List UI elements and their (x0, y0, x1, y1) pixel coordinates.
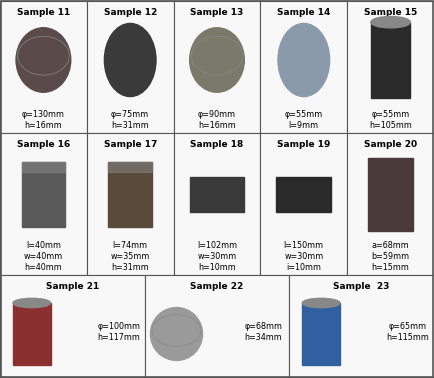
Text: Sample 17: Sample 17 (104, 140, 157, 149)
Bar (302, 303, 340, 365)
Ellipse shape (151, 308, 203, 361)
Text: Sample 12: Sample 12 (104, 8, 157, 17)
Bar (368, 158, 413, 231)
Text: l=40mm
w=40mm
h=40mm: l=40mm w=40mm h=40mm (24, 241, 63, 272)
Bar (174, 1, 260, 133)
Bar (0, 275, 145, 377)
Bar (190, 177, 244, 212)
Text: φ=75mm
h=31mm: φ=75mm h=31mm (111, 110, 149, 130)
Bar (347, 133, 434, 275)
Bar (260, 1, 347, 133)
Bar (0, 1, 87, 133)
Text: Sample  23: Sample 23 (333, 282, 390, 291)
Bar (371, 22, 410, 98)
Bar (108, 162, 152, 227)
Ellipse shape (371, 17, 411, 28)
Bar (87, 133, 174, 275)
Text: Sample 15: Sample 15 (364, 8, 417, 17)
Text: l=150mm
w=30mm
i=10mm: l=150mm w=30mm i=10mm (284, 241, 324, 272)
Text: Sample 11: Sample 11 (17, 8, 70, 17)
Ellipse shape (278, 23, 329, 96)
Bar (260, 133, 347, 275)
Text: φ=55mm
h=105mm: φ=55mm h=105mm (369, 110, 412, 130)
Bar (22, 162, 65, 172)
Text: l=102mm
w=30mm
h=10mm: l=102mm w=30mm h=10mm (197, 241, 237, 272)
Text: Sample 16: Sample 16 (17, 140, 70, 149)
Text: Sample 21: Sample 21 (46, 282, 99, 291)
Bar (87, 1, 174, 133)
Bar (145, 275, 289, 377)
Ellipse shape (104, 23, 156, 96)
Text: φ=65mm
h=115mm: φ=65mm h=115mm (387, 322, 429, 342)
Ellipse shape (302, 298, 340, 308)
Ellipse shape (13, 298, 51, 308)
Text: Sample 20: Sample 20 (364, 140, 417, 149)
Text: Sample 13: Sample 13 (191, 8, 243, 17)
Bar (289, 275, 434, 377)
Text: a=68mm
b=59mm
h=15mm: a=68mm b=59mm h=15mm (372, 241, 410, 272)
Text: Sample 14: Sample 14 (277, 8, 330, 17)
Bar (0, 133, 87, 275)
Text: φ=68mm
h=34mm: φ=68mm h=34mm (244, 322, 282, 342)
Bar (174, 133, 260, 275)
Ellipse shape (16, 28, 71, 92)
Bar (347, 1, 434, 133)
Text: Sample 18: Sample 18 (191, 140, 243, 149)
Ellipse shape (190, 28, 244, 92)
Text: φ=100mm
h=117mm: φ=100mm h=117mm (97, 322, 140, 342)
Text: φ=90mm
h=16mm: φ=90mm h=16mm (198, 110, 236, 130)
Bar (13, 303, 51, 365)
Text: l=74mm
w=35mm
h=31mm: l=74mm w=35mm h=31mm (111, 241, 150, 272)
Text: φ=55mm
l=9mm: φ=55mm l=9mm (285, 110, 323, 130)
Bar (22, 162, 65, 227)
Text: Sample 19: Sample 19 (277, 140, 330, 149)
Text: Sample 22: Sample 22 (191, 282, 243, 291)
Bar (276, 177, 331, 212)
Bar (108, 162, 152, 172)
Text: φ=130mm
h=16mm: φ=130mm h=16mm (22, 110, 65, 130)
